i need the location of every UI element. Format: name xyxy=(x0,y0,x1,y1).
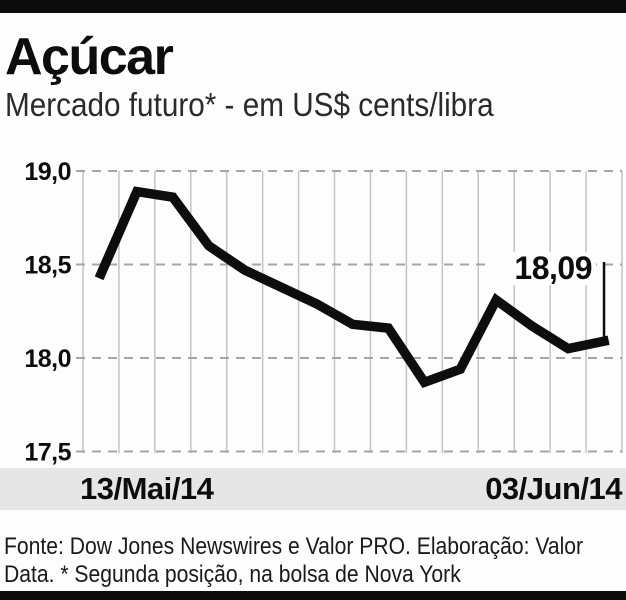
source-note: Fonte: Dow Jones Newswires e Valor PRO. … xyxy=(4,533,626,589)
y-tick-label: 17,5 xyxy=(24,439,71,467)
sugar-price-chart: 19,0 18,5 18,0 17,5 18,09 xyxy=(24,158,623,467)
source-line-2: Data. * Segunda posição, na bolsa de Nov… xyxy=(4,561,461,588)
bottom-rule-bar xyxy=(0,591,626,600)
source-line-1: Fonte: Dow Jones Newswires e Valor PRO. … xyxy=(4,533,584,560)
label-backdrop xyxy=(492,252,596,285)
y-tick-label: 18,5 xyxy=(24,252,71,280)
last-value-label: 18,09 xyxy=(514,250,592,286)
price-line xyxy=(94,186,610,389)
y-tick-label: 19,0 xyxy=(24,158,71,186)
top-rule-bar xyxy=(0,0,626,13)
chart-subtitle: Mercado futuro* - em US$ cents/libra xyxy=(5,86,494,123)
x-axis-band: 13/Mai/14 03/Jun/14 xyxy=(0,468,626,510)
y-tick-label: 18,0 xyxy=(24,345,71,373)
x-axis-start-label: 13/Mai/14 xyxy=(80,471,214,506)
page-title: Açúcar xyxy=(5,28,174,86)
x-axis-end-label: 03/Jun/14 xyxy=(485,471,622,506)
